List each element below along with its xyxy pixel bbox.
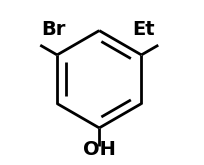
Text: Et: Et	[131, 20, 154, 39]
Text: Br: Br	[41, 20, 65, 39]
Text: OH: OH	[82, 140, 115, 159]
